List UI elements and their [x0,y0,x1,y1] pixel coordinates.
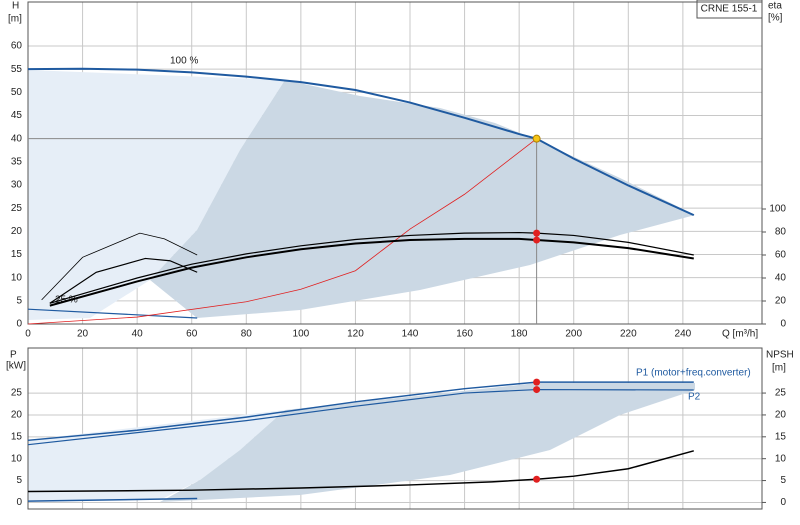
x-tick-label: 220 [620,329,637,340]
operating-marker [533,475,541,483]
y2-tick-label: 60 [775,250,787,261]
shade-dark [150,80,695,318]
x-axis-label: Q [m³/h] [722,329,758,340]
plot-frame [27,347,763,510]
y-axis-unit: [kW] [6,361,26,372]
x-tick-label: 180 [511,329,528,340]
operating-marker [533,229,541,237]
y-tick-label: 25 [11,203,23,214]
model-label: CRNE 155-1 [701,4,758,15]
x-tick-label: 60 [186,329,198,340]
y2-tick-label: 10 [775,453,787,464]
plot-frame [27,1,763,325]
operating-marker [533,378,541,386]
x-tick-label: 80 [241,329,253,340]
duty-point [532,134,541,143]
y-tick-label: 10 [11,453,23,464]
y2-tick-label: 15 [775,431,787,442]
shaded-areas [28,70,695,502]
series-line [27,388,694,446]
y2-tick-label: 20 [775,296,787,307]
x-tick-label: 140 [402,329,419,340]
series-line [49,237,694,307]
shade-light-lower [28,410,285,500]
y2-tick-label: 5 [780,475,786,486]
series-line [49,257,198,304]
series-line [27,450,694,493]
series-line [41,232,198,301]
y-tick-label: 15 [11,249,23,260]
y2-tick-label: 100 [769,204,786,215]
y2-tick-label: 80 [775,227,787,238]
y-tick-label: 40 [11,133,23,144]
series-line [27,138,537,325]
shade-light [28,70,285,320]
operating-marker [533,236,541,244]
series-line [27,308,198,319]
series-line [27,497,198,502]
y-tick-label: 55 [11,64,23,75]
y-tick-label: 5 [16,475,22,486]
y-tick-label: 30 [11,180,23,191]
series-line [27,67,695,217]
x-tick-label: 200 [565,329,582,340]
y-tick-label: 15 [11,431,23,442]
y-tick-label: 50 [11,87,23,98]
x-tick-label: 0 [25,329,31,340]
y2-tick-label: 0 [780,497,786,508]
shade-dark-lower [160,383,695,502]
y-tick-label: 20 [11,226,23,237]
x-tick-label: 40 [132,329,144,340]
annotation: 100 % [170,56,198,67]
y2-axis-unit: [%] [768,13,783,24]
y-tick-label: 5 [16,295,22,306]
y-tick-label: 45 [11,110,23,121]
y2-tick-label: 0 [780,319,786,330]
y-tick-label: 25 [11,388,23,399]
operating-marker [533,386,541,394]
y2-axis-unit: [m] [772,363,786,374]
y-tick-label: 35 [11,156,23,167]
y2-axis-label: NPSH [766,350,794,361]
y-tick-label: 0 [16,497,22,508]
x-tick-label: 100 [293,329,310,340]
legend-label: P2 [688,392,701,403]
series-line [49,231,694,304]
y-tick-label: 0 [16,319,22,330]
y2-tick-label: 40 [775,273,787,284]
y2-tick-label: 25 [775,388,787,399]
legend-label: P1 (motor+freq.converter) [636,368,751,379]
y-tick-label: 10 [11,272,23,283]
x-tick-label: 160 [456,329,473,340]
y-tick-label: 20 [11,410,23,421]
y-tick-label: 60 [11,41,23,52]
x-tick-label: 240 [675,329,692,340]
y-axis-label: H [12,1,19,12]
y-axis-unit: [m] [8,14,22,25]
y2-axis-label: eta [768,1,782,12]
x-tick-label: 120 [347,329,364,340]
y2-tick-label: 20 [775,410,787,421]
y-axis-label: P [10,350,17,361]
x-tick-label: 20 [77,329,89,340]
